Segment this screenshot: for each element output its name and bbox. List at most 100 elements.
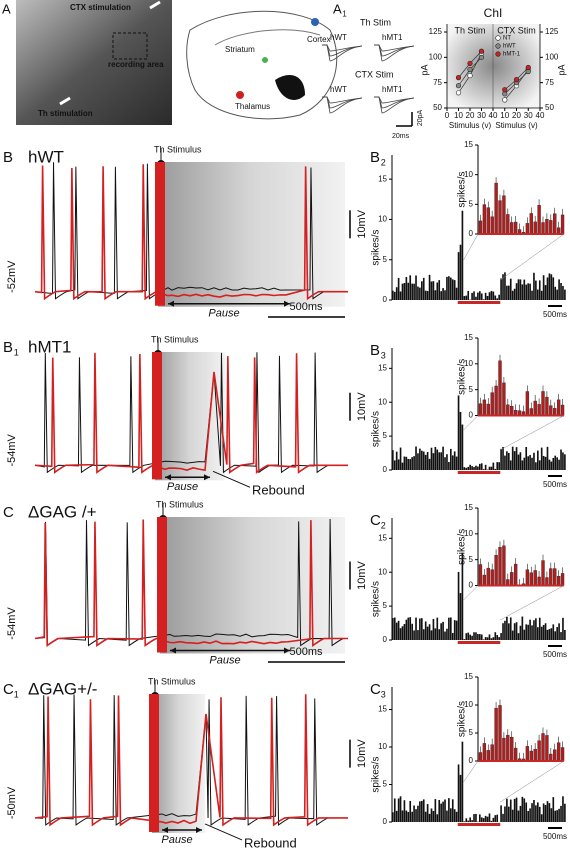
chart-background xyxy=(447,24,540,108)
histogram-bar xyxy=(523,798,526,822)
histogram-bar xyxy=(455,287,458,300)
histogram-bar xyxy=(488,813,491,822)
histogram-bar xyxy=(479,463,481,470)
legend-label: NT xyxy=(503,36,511,42)
histogram-bar xyxy=(517,279,520,300)
histogram-bar xyxy=(494,295,497,300)
histogram-bar xyxy=(500,805,502,822)
histogram-bar xyxy=(511,446,514,470)
inset-bar xyxy=(486,750,490,762)
histogram-bar xyxy=(560,449,562,470)
zoom-guide xyxy=(500,760,565,803)
histogram-bar xyxy=(440,623,442,640)
histogram-bar xyxy=(506,616,508,640)
histogram-bar xyxy=(527,456,529,470)
histogram-bar xyxy=(422,629,425,640)
y-axis-label: pA xyxy=(556,64,566,75)
inset-bar xyxy=(506,404,510,416)
inset-bar xyxy=(541,222,545,235)
histogram-bar xyxy=(459,774,462,822)
histogram-bar xyxy=(442,621,444,640)
histogram-bar xyxy=(535,280,537,300)
histogram-bar xyxy=(562,617,564,640)
inset-y-tick-label: 5 xyxy=(469,555,474,564)
histogram-bar xyxy=(550,461,553,470)
histogram-bar xyxy=(560,282,562,300)
y-tick-label: 50 xyxy=(433,103,442,112)
panel-subscript: 3 xyxy=(381,351,386,361)
histogram-bar xyxy=(434,446,437,470)
panel-subscript: 3 xyxy=(381,690,386,700)
annotation: Th Stim xyxy=(360,17,391,27)
y-tick-label: 0 xyxy=(383,465,388,474)
histogram-bar xyxy=(482,299,485,300)
inset-bar xyxy=(506,214,510,235)
x-tick-label: 30 xyxy=(477,111,486,120)
histogram-bar xyxy=(540,814,543,822)
histogram-bar xyxy=(438,800,441,822)
histogram-bar xyxy=(450,277,452,300)
histogram-bar xyxy=(430,281,433,300)
histogram-bar xyxy=(529,455,531,470)
histogram-bar xyxy=(417,630,419,640)
inset-y-tick-label: 5 xyxy=(469,385,474,394)
histogram-bar xyxy=(432,810,435,822)
histogram-bar xyxy=(554,810,557,822)
inset-bar xyxy=(549,568,553,586)
data-point xyxy=(467,60,473,67)
histogram-bar xyxy=(511,630,514,640)
x-tick-label: 20 xyxy=(466,111,475,120)
histogram-bar xyxy=(558,459,560,470)
histogram-bar xyxy=(393,460,396,470)
inset-y-tick-label: 10 xyxy=(464,359,473,368)
histogram-bar xyxy=(467,466,470,470)
histogram-bar xyxy=(508,623,510,640)
panel-subscript: 2 xyxy=(381,521,386,531)
histogram-bar xyxy=(525,284,528,300)
inset-bar xyxy=(486,207,490,235)
zoom-guide xyxy=(463,585,479,601)
histogram-bar xyxy=(471,820,473,822)
histogram-bar xyxy=(546,801,549,822)
histogram-bar xyxy=(455,456,458,470)
data-point xyxy=(455,83,462,89)
pause-shade xyxy=(158,162,345,307)
histogram-bar xyxy=(413,456,415,470)
histogram-bar xyxy=(461,210,464,300)
zoom-guide xyxy=(463,233,479,261)
histogram-bar xyxy=(436,449,439,470)
histogram-bar xyxy=(535,618,537,640)
histogram-bar xyxy=(403,456,406,470)
stimulus-train xyxy=(157,517,167,653)
histogram-bar xyxy=(494,468,497,470)
histogram-bar xyxy=(421,281,423,300)
inset-bar xyxy=(502,737,506,762)
histogram-bar xyxy=(492,291,495,300)
histogram-bar xyxy=(397,459,400,470)
histogram-bar xyxy=(484,815,487,822)
histogram-bar xyxy=(550,274,553,300)
histogram-bar xyxy=(473,291,475,300)
y-tick-label: 15 xyxy=(378,363,387,372)
histogram-bar xyxy=(529,619,531,640)
y-tick-label: 15 xyxy=(378,174,387,183)
histogram-bar xyxy=(450,448,452,470)
scale-label: 20ms xyxy=(392,133,410,140)
histogram-bar xyxy=(509,799,512,822)
data-point xyxy=(455,74,462,81)
histogram-bar xyxy=(506,285,508,300)
histogram-bar xyxy=(411,811,413,822)
histogram-bar xyxy=(515,797,518,822)
inset-bar xyxy=(490,744,494,762)
histogram-bar xyxy=(459,411,462,470)
histogram-bar xyxy=(525,624,528,640)
histogram-bar xyxy=(428,274,431,300)
histogram-bar xyxy=(463,467,466,470)
inset-y-tick-label: 0 xyxy=(469,229,474,238)
histogram-bar xyxy=(422,451,425,470)
y-tick-label: 125 xyxy=(545,27,559,36)
histogram-bar xyxy=(401,810,404,822)
y-tick-label: 5 xyxy=(383,255,388,264)
histogram-bar xyxy=(511,290,514,300)
histogram-bar xyxy=(428,624,431,640)
